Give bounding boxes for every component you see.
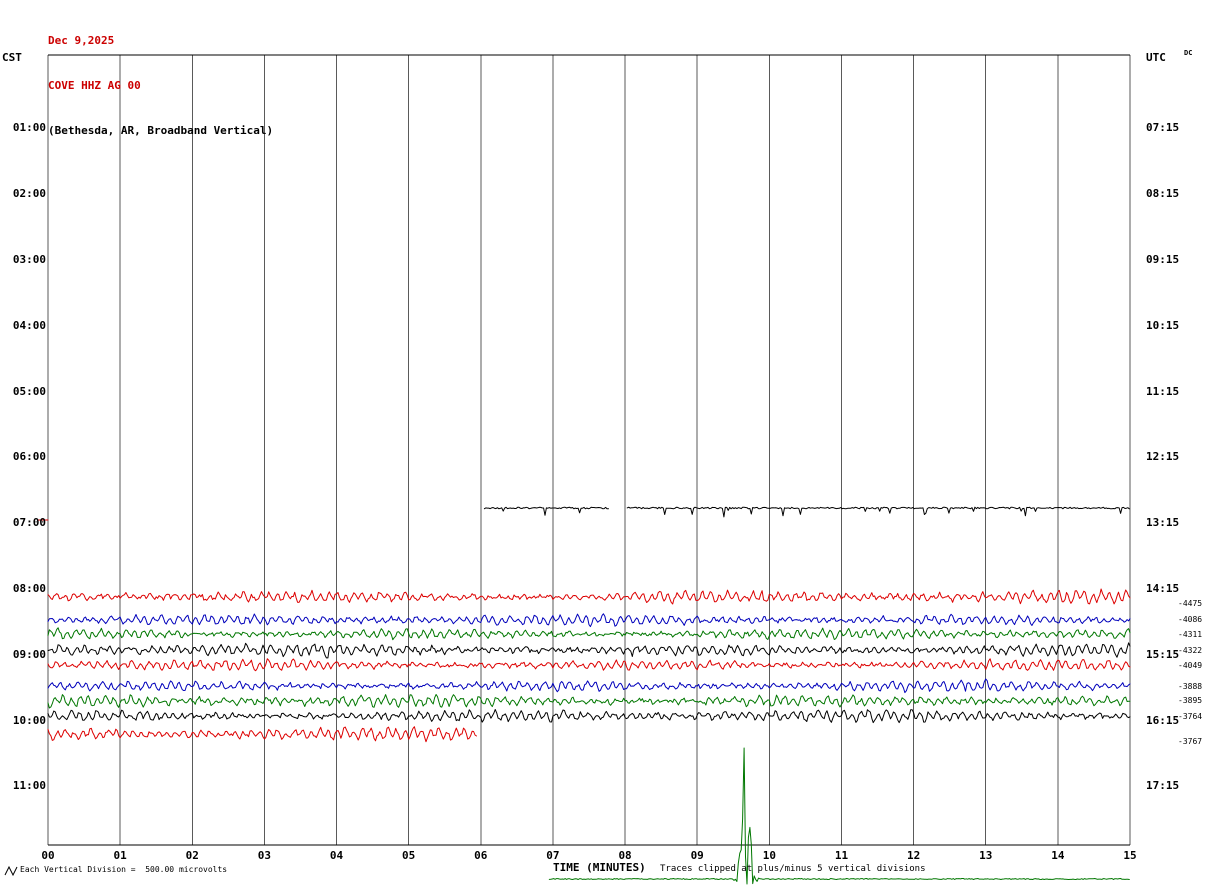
plot-title: Dec 9,2025 COVE HHZ AG 00 (Bethesda, AR,… xyxy=(48,3,273,168)
right-axis-label: UTC xyxy=(1146,51,1166,64)
trace-t4 xyxy=(47,642,1131,659)
x-axis-title: TIME (MINUTES) xyxy=(553,861,646,874)
corner-zigzag-icon xyxy=(4,865,18,877)
trace-t-event xyxy=(548,747,1130,885)
title-date: Dec 9,2025 xyxy=(48,34,115,47)
title-location: (Bethesda, AR, Broadband Vertical) xyxy=(48,124,274,137)
trace-t5 xyxy=(47,658,1131,672)
trace-t8 xyxy=(47,709,1131,724)
trace-t-0645 xyxy=(626,506,1130,518)
trace-t9 xyxy=(47,726,477,743)
title-station: COVE HHZ AG 00 xyxy=(48,79,141,92)
left-axis-label: CST xyxy=(2,51,22,64)
right-axis-sublabel: DC xyxy=(1184,49,1193,57)
trace-t1 xyxy=(47,588,1131,605)
trace-t-0645 xyxy=(483,506,609,516)
trace-t3 xyxy=(47,627,1131,641)
trace-t7 xyxy=(47,694,1131,709)
trace-t2 xyxy=(47,613,1131,628)
footer-clip-note: Traces clipped at plus/minus 5 vertical … xyxy=(660,864,926,874)
trace-t6 xyxy=(47,678,1131,694)
footer-scale-note: Each Vertical Division = 500.00 microvol… xyxy=(20,865,228,874)
